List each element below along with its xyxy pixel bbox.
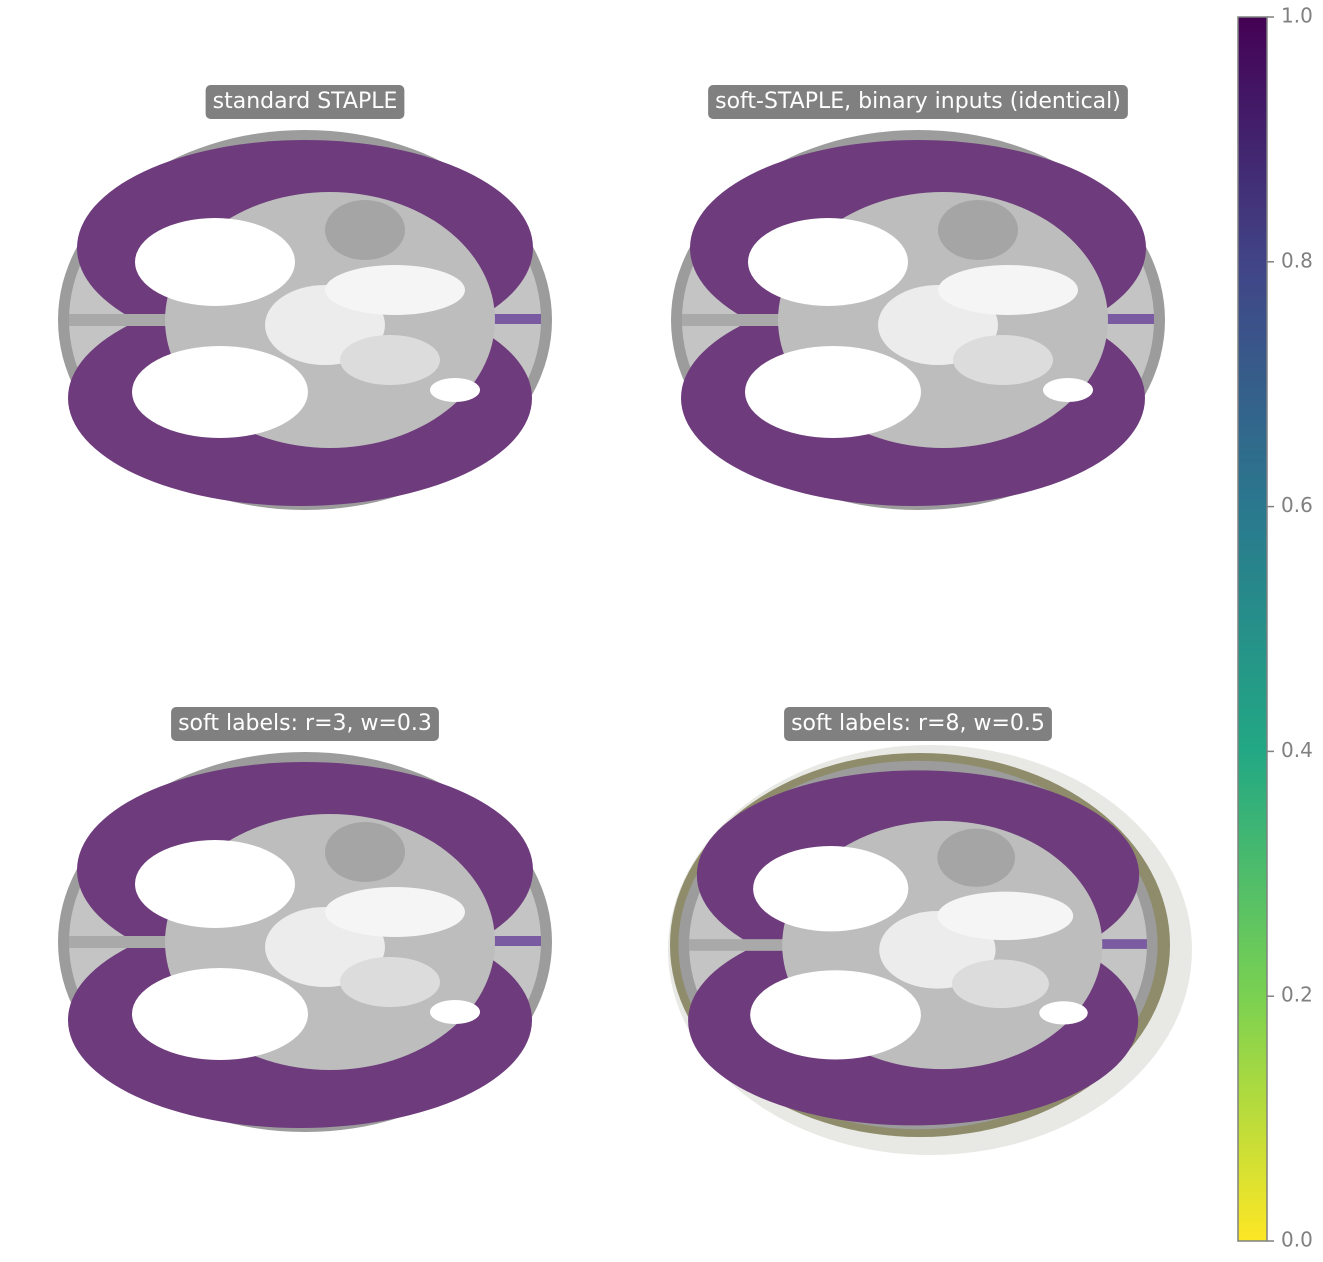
title-box bbox=[708, 85, 1128, 119]
tick-label: 0.0 bbox=[1281, 1228, 1313, 1252]
tick-label: 0.8 bbox=[1281, 248, 1313, 272]
tick-label: 0.4 bbox=[1281, 738, 1313, 762]
title-box bbox=[784, 707, 1052, 741]
title-box bbox=[205, 85, 405, 119]
tick-label: 0.2 bbox=[1281, 983, 1313, 1007]
tick-label: 1.0 bbox=[1281, 4, 1313, 28]
panel-title: standard STAPLE bbox=[213, 89, 398, 114]
panel-title: soft labels: r=8, w=0.5 bbox=[791, 711, 1045, 736]
title-box bbox=[171, 707, 439, 741]
colorbar bbox=[1237, 16, 1268, 1242]
tick-label: 0.6 bbox=[1281, 493, 1313, 517]
brain-image bbox=[58, 130, 552, 510]
panel-images bbox=[58, 130, 1192, 1155]
brain-image bbox=[671, 130, 1165, 510]
brain-image bbox=[58, 752, 552, 1132]
panel-title: soft-STAPLE, binary inputs (identical) bbox=[715, 89, 1121, 114]
brain-image bbox=[678, 760, 1158, 1130]
panel-title: soft labels: r=3, w=0.3 bbox=[178, 711, 432, 736]
